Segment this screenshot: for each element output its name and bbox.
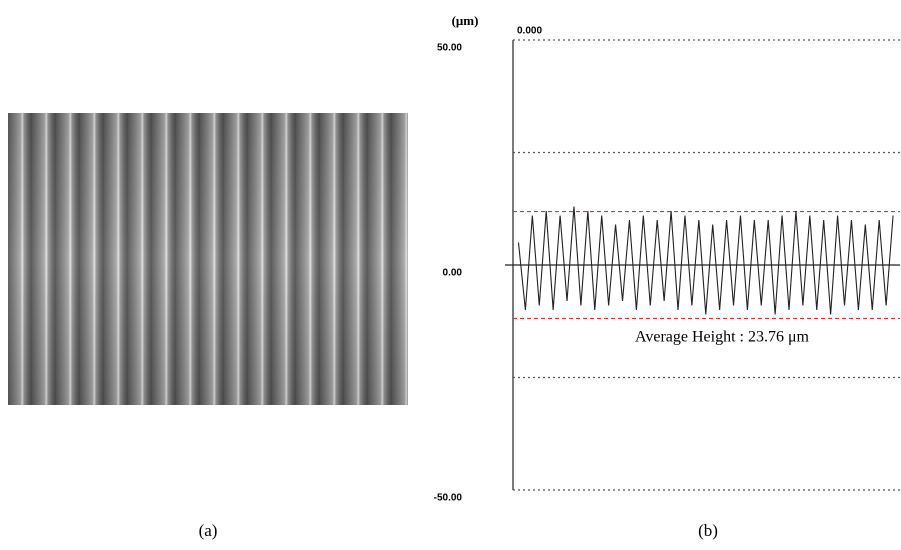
y-tick-label: 0.00 xyxy=(443,268,463,279)
annotation: 0.000 xyxy=(517,26,542,37)
profile-line xyxy=(517,206,894,315)
y-axis-label: (μm) xyxy=(452,13,479,28)
panel-label: (b) xyxy=(698,521,718,540)
y-tick-label: 50.00 xyxy=(437,43,462,54)
panel-label: (a) xyxy=(199,521,218,540)
micrograph xyxy=(8,113,408,405)
annotation: Average Height : 23.76 μm xyxy=(635,329,810,346)
y-tick-label: -50.00 xyxy=(434,493,463,504)
